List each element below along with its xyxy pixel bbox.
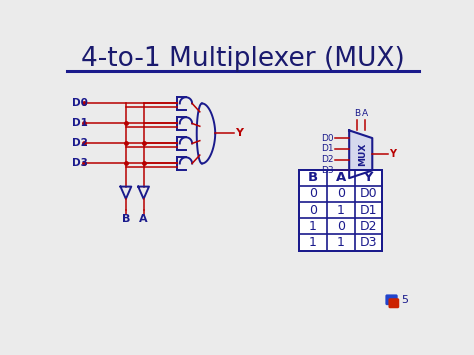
Text: D3: D3 — [321, 166, 334, 175]
Text: D1: D1 — [72, 119, 88, 129]
Text: B: B — [308, 171, 318, 184]
Text: D1: D1 — [360, 203, 377, 217]
Text: 1: 1 — [337, 203, 345, 217]
Text: D0: D0 — [72, 98, 88, 108]
FancyBboxPatch shape — [389, 298, 399, 308]
Text: 0: 0 — [337, 220, 345, 233]
FancyBboxPatch shape — [299, 170, 383, 251]
Text: B: B — [354, 109, 360, 118]
Text: Y: Y — [235, 129, 243, 138]
Text: A: A — [336, 171, 346, 184]
Text: 0: 0 — [309, 187, 317, 201]
Text: 1: 1 — [337, 236, 345, 249]
Text: 5: 5 — [401, 295, 408, 305]
Polygon shape — [349, 130, 372, 178]
Text: D0: D0 — [321, 133, 334, 143]
Text: Y: Y — [389, 149, 396, 159]
Text: D1: D1 — [321, 144, 334, 153]
Text: 4-to-1 Multiplexer (MUX): 4-to-1 Multiplexer (MUX) — [81, 46, 405, 72]
Text: B: B — [122, 214, 130, 224]
FancyBboxPatch shape — [385, 294, 398, 305]
Text: D3: D3 — [72, 158, 88, 169]
Text: D2: D2 — [360, 220, 377, 233]
Text: D2: D2 — [321, 155, 334, 164]
Text: 0: 0 — [337, 187, 345, 201]
Text: D3: D3 — [360, 236, 377, 249]
Text: A: A — [362, 109, 368, 118]
Text: D0: D0 — [360, 187, 377, 201]
Text: 0: 0 — [309, 203, 317, 217]
Text: 1: 1 — [309, 236, 317, 249]
Text: D2: D2 — [72, 138, 88, 148]
Text: A: A — [139, 214, 148, 224]
Text: MUX: MUX — [358, 143, 367, 166]
Text: Y: Y — [364, 171, 373, 184]
Text: 1: 1 — [309, 220, 317, 233]
